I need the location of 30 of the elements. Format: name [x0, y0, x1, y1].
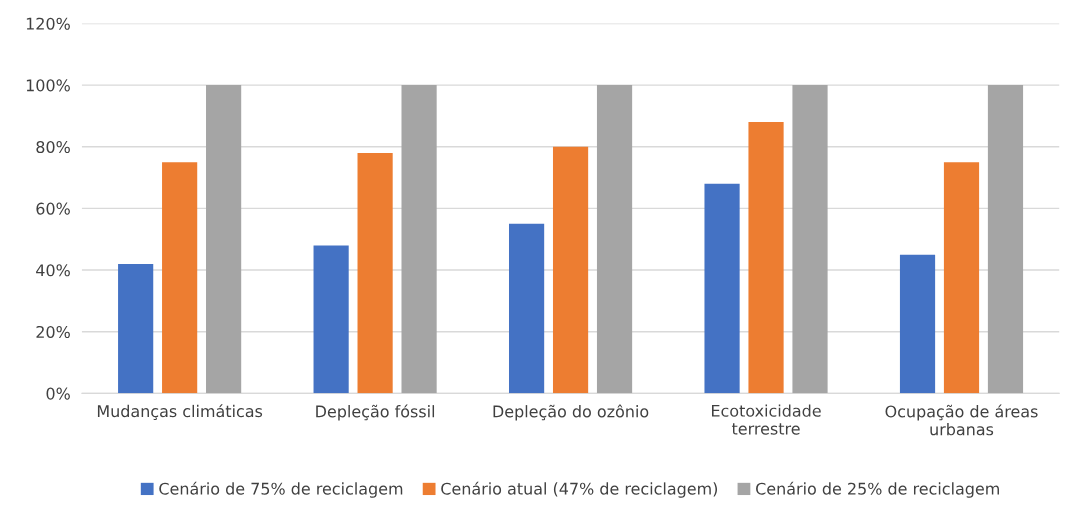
x-tick-label: Mudanças climáticas — [97, 404, 263, 421]
bar — [987, 85, 1024, 394]
bar — [206, 85, 242, 394]
bar — [748, 122, 784, 394]
bar — [509, 223, 545, 394]
x-tick-label: Depleção do ozônio — [493, 404, 649, 421]
y-tick-label: 40% — [36, 264, 70, 277]
bar — [899, 254, 936, 394]
x-tick-label: Ocupação de áreas urbanas — [885, 404, 1038, 436]
y-tick-label: 100% — [26, 79, 70, 92]
legend-label: Cenário de 25% de reciclagem — [756, 481, 999, 498]
y-tick-label: 0% — [46, 387, 70, 400]
y-tick-label: 80% — [36, 140, 70, 154]
y-tick-label: 60% — [36, 202, 70, 215]
bar — [596, 85, 633, 394]
legend-label: Cenário atual (47% de reciclagem) — [441, 481, 718, 498]
bar — [313, 245, 349, 394]
bar — [162, 162, 198, 394]
x-tick-label: Depleção fóssil — [316, 404, 435, 421]
y-tick-label: 20% — [36, 325, 70, 338]
y-tick-label: 120% — [26, 17, 70, 30]
bar — [943, 162, 980, 394]
bar — [552, 146, 589, 394]
bar — [118, 263, 154, 394]
bar — [357, 152, 393, 394]
bar — [792, 85, 828, 394]
x-tick-label: Ecotoxicidade terrestre — [712, 404, 821, 435]
legend-label: Cenário de 75% de reciclagem — [159, 481, 403, 498]
bar — [704, 183, 740, 394]
bar — [401, 85, 437, 394]
